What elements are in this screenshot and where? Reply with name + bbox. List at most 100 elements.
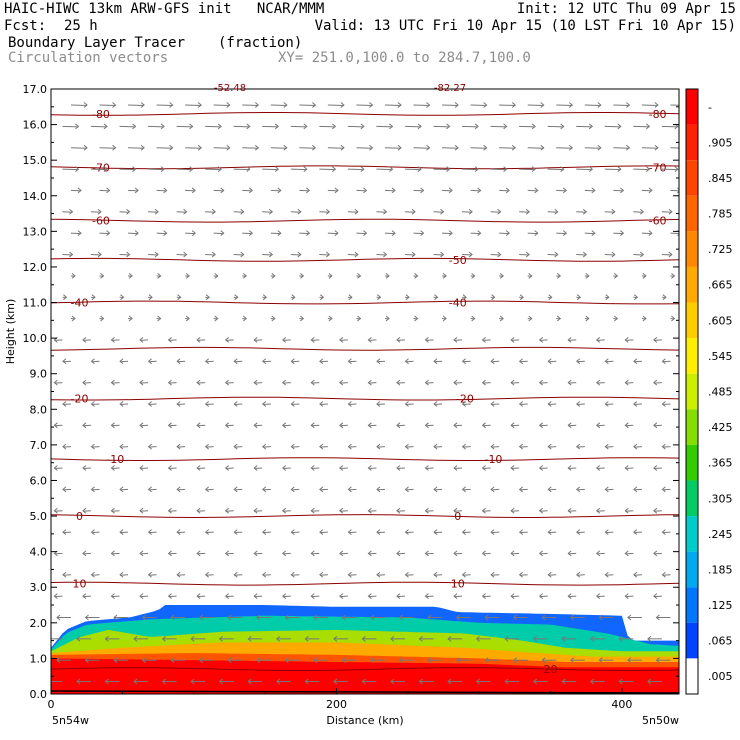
circulation-vector-head xyxy=(282,593,287,600)
circulation-vector-head xyxy=(418,678,423,685)
circulation-vector xyxy=(348,360,357,363)
circulation-vector-head xyxy=(328,315,333,322)
circulation-vector-head xyxy=(674,166,679,172)
circulation-vector-head xyxy=(434,294,439,301)
circulation-vector-head xyxy=(341,614,346,621)
circulation-vector xyxy=(527,232,538,235)
circulation-vector-head xyxy=(320,294,325,301)
circulation-vector xyxy=(262,531,271,534)
circulation-vector xyxy=(556,104,573,107)
circulation-vector-head xyxy=(503,166,508,172)
circulation-vector-head xyxy=(233,443,238,450)
circulation-vector-head xyxy=(82,507,87,514)
circulation-vector xyxy=(168,510,177,512)
temperature-contours: 20 10 10 0 0 -10 -10 -20 -20 -40 -40 -50 -60 -60 -70 -7… xyxy=(51,108,679,676)
circulation-vector-head xyxy=(538,507,544,514)
circulation-vector xyxy=(384,147,401,149)
circulation-vector xyxy=(82,467,91,470)
circulation-vector xyxy=(225,467,234,470)
circulation-vector-head xyxy=(390,678,395,685)
circulation-vector xyxy=(653,595,662,598)
circulation-vector-head xyxy=(510,422,515,429)
circulation-vector xyxy=(539,467,548,470)
circulation-vector-head xyxy=(433,358,438,365)
circulation-vector-head xyxy=(455,657,460,664)
circulation-vector-head xyxy=(82,422,87,429)
circulation-vector-head xyxy=(234,294,239,301)
circulation-vector-head xyxy=(497,251,502,258)
circulation-vector-head xyxy=(242,272,248,279)
circulation-vector xyxy=(177,531,186,534)
circulation-vector xyxy=(596,382,605,384)
circulation-vector-head xyxy=(303,123,308,130)
circulation-vector xyxy=(605,574,614,576)
circulation-vector-head xyxy=(440,251,445,258)
y-tick-label: 15.0 xyxy=(23,154,48,167)
circulation-vector xyxy=(140,510,149,512)
circulation-vector xyxy=(568,552,577,555)
y-tick-label: 17.0 xyxy=(23,83,48,96)
circulation-vector-head xyxy=(224,465,230,471)
circulation-vector-head xyxy=(481,379,486,386)
circulation-vector xyxy=(111,339,120,341)
colorbar: - .905 .845 .785 .725 .665 .605 .545 .485 .425 .36… xyxy=(685,88,733,695)
circulation-vector-head xyxy=(418,635,423,642)
circulation-vector-head xyxy=(528,272,533,279)
circulation-vector xyxy=(290,211,301,213)
circulation-vector-head xyxy=(176,571,181,578)
circulation-vector-head xyxy=(397,144,402,151)
circulation-vector-head xyxy=(233,401,238,407)
circulation-vector-head xyxy=(119,401,124,407)
x-right-location: 5n50w xyxy=(642,714,679,727)
circulation-vector-head xyxy=(254,144,260,151)
circulation-vector-head xyxy=(376,486,381,493)
circulation-vector-head xyxy=(196,593,201,600)
circulation-vector-head xyxy=(104,678,109,685)
circulation-vector xyxy=(633,168,650,171)
circulation-vector xyxy=(242,232,253,235)
circulation-vector xyxy=(311,467,320,470)
circulation-vector xyxy=(576,403,585,405)
circulation-vector-head xyxy=(217,123,222,130)
circulation-vector xyxy=(511,467,520,470)
circulation-vector-head xyxy=(391,187,396,194)
circulation-vector-head xyxy=(110,337,115,343)
circulation-vector-head xyxy=(518,358,524,365)
circulation-vector xyxy=(376,488,386,491)
circulation-vector-head xyxy=(483,144,488,151)
circulation-vector xyxy=(596,552,605,555)
circulation-vector-head xyxy=(233,529,238,535)
circulation-vector xyxy=(396,339,405,341)
circulation-vector-head xyxy=(627,657,632,664)
circulation-vector xyxy=(82,339,91,341)
circulation-vector-head xyxy=(233,486,238,493)
circulation-vector-head xyxy=(531,123,536,130)
circulation-vector-head xyxy=(634,294,639,301)
circulation-vector xyxy=(454,382,463,384)
circulation-vector xyxy=(54,552,63,555)
circulation-vector-head xyxy=(532,678,538,685)
circulation-vector xyxy=(197,424,206,427)
circulation-vector-head xyxy=(420,230,425,237)
colorbar-label: .305 xyxy=(708,492,733,505)
cross-section-endpoints: XY= 251.0,100.0 to 284.7,100.0 xyxy=(278,50,531,66)
circulation-vector-head xyxy=(271,315,276,322)
circulation-vector-head xyxy=(82,337,87,343)
circulation-vector-head xyxy=(453,465,458,471)
circulation-vector-head xyxy=(596,422,601,429)
circulation-vector-head xyxy=(626,144,631,151)
circulation-vector-head xyxy=(361,678,366,685)
circulation-vector-head xyxy=(110,465,115,471)
circulation-vector-head xyxy=(642,272,647,279)
circulation-vector xyxy=(613,104,630,107)
circulation-vector-head xyxy=(653,465,658,471)
circulation-vector-head xyxy=(624,593,629,600)
circulation-vector xyxy=(348,574,357,576)
circulation-vector-head xyxy=(253,465,258,471)
circulation-vector xyxy=(262,488,271,491)
circulation-vector-head xyxy=(132,166,137,172)
circulation-vector xyxy=(99,147,116,149)
circulation-vector-head xyxy=(348,294,353,301)
circulation-vector-head xyxy=(75,166,80,172)
circulation-vector-head xyxy=(319,358,324,365)
